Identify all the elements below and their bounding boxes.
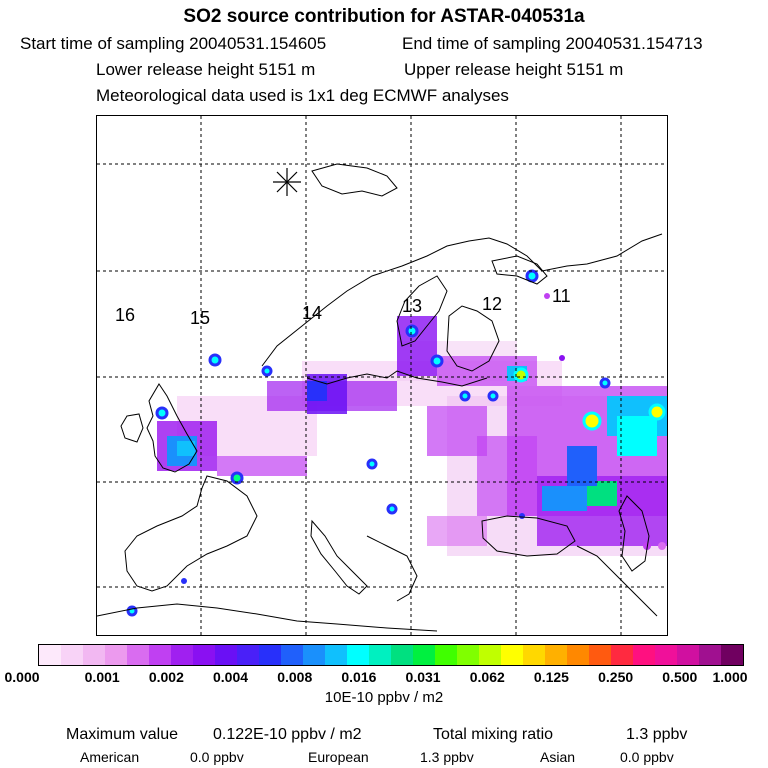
color-scale-swatch [655,645,677,665]
color-scale-tick-label: 0.500 [662,669,698,685]
color-scale-swatch [435,645,457,665]
day-label: 14 [302,303,322,323]
american-value: 0.0 ppbv [190,749,244,765]
color-scale-swatch [105,645,127,665]
meteo-label: Meteorological data used is 1x1 deg ECMW… [96,86,509,105]
color-scale-swatch [303,645,325,665]
color-scale-swatch [149,645,171,665]
color-scale-swatch [127,645,149,665]
color-scale-swatch [413,645,435,665]
color-scale-swatch [259,645,281,665]
color-scale-swatch [501,645,523,665]
color-scale-swatch [369,645,391,665]
european-value: 1.3 ppbv [420,749,474,765]
asterisk-receptor-icon [273,168,301,196]
color-scale-swatch [699,645,721,665]
color-scale-tick-label: 0.008 [277,669,313,685]
color-scale-swatch [237,645,259,665]
day-label: 12 [482,294,502,314]
color-scale-swatch [39,645,61,665]
color-scale-swatch [479,645,501,665]
color-scale-tick-label: 0.031 [405,669,441,685]
total-mixing-value: 1.3 ppbv [626,726,688,743]
end-time-label: End time of sampling 20040531.154713 [402,34,703,53]
asian-value: 0.0 ppbv [620,749,674,765]
start-time-label: Start time of sampling 20040531.154605 [20,34,327,53]
upper-release-label: Upper release height 5151 m [404,60,624,79]
color-scale-swatch [391,645,413,665]
day-label: 16 [115,305,135,325]
european-label: European [308,749,369,765]
color-scale-tick-label: 0.000 [4,669,40,685]
plot-title: SO2 source contribution for ASTAR-040531… [183,6,585,27]
color-scale-tick-label: 0.250 [598,669,634,685]
color-scale-tick-label: 0.016 [341,669,377,685]
color-scale-swatch [193,645,215,665]
color-scale-swatch [347,645,369,665]
color-scale-swatch [281,645,303,665]
max-value-label: Maximum value [66,726,179,743]
color-scale-swatch [325,645,347,665]
day-label: 15 [190,308,210,328]
color-scale-unit: 10E-10 ppbv / m2 [324,689,444,706]
color-scale-swatch [677,645,699,665]
color-scale-tick-label: 0.004 [213,669,249,685]
color-scale-tick-label: 1.000 [712,669,748,685]
color-scale-bar [38,644,744,666]
color-scale-swatch [721,645,743,665]
day-label: 11 [552,286,571,306]
color-scale-tick-label: 0.001 [84,669,120,685]
color-scale-swatch [215,645,237,665]
lat-lon-grid [97,116,667,635]
so2-concentration-field [126,269,667,617]
color-scale-swatch [83,645,105,665]
lower-release-label: Lower release height 5151 m [96,60,316,79]
color-scale-swatch [61,645,83,665]
american-label: American [80,749,140,765]
color-scale-swatch [545,645,567,665]
color-scale-swatch [171,645,193,665]
max-value: 0.122E-10 ppbv / m2 [213,726,362,743]
color-scale-tick-label: 0.062 [469,669,505,685]
color-scale-swatch [457,645,479,665]
color-scale-swatch [611,645,633,665]
color-scale-swatch [567,645,589,665]
map-svg: 16 15 14 13 12 11 [97,116,667,635]
coastlines [97,163,663,632]
color-scale-tick-label: 0.125 [533,669,569,685]
color-scale-tick-label: 0.002 [148,669,184,685]
color-scale-swatch [523,645,545,665]
day-label: 13 [402,296,422,316]
color-scale-swatch [633,645,655,665]
total-mixing-label: Total mixing ratio [433,726,554,743]
map-panel: 16 15 14 13 12 11 [96,115,668,636]
asian-label: Asian [540,749,576,765]
color-scale-swatch [589,645,611,665]
